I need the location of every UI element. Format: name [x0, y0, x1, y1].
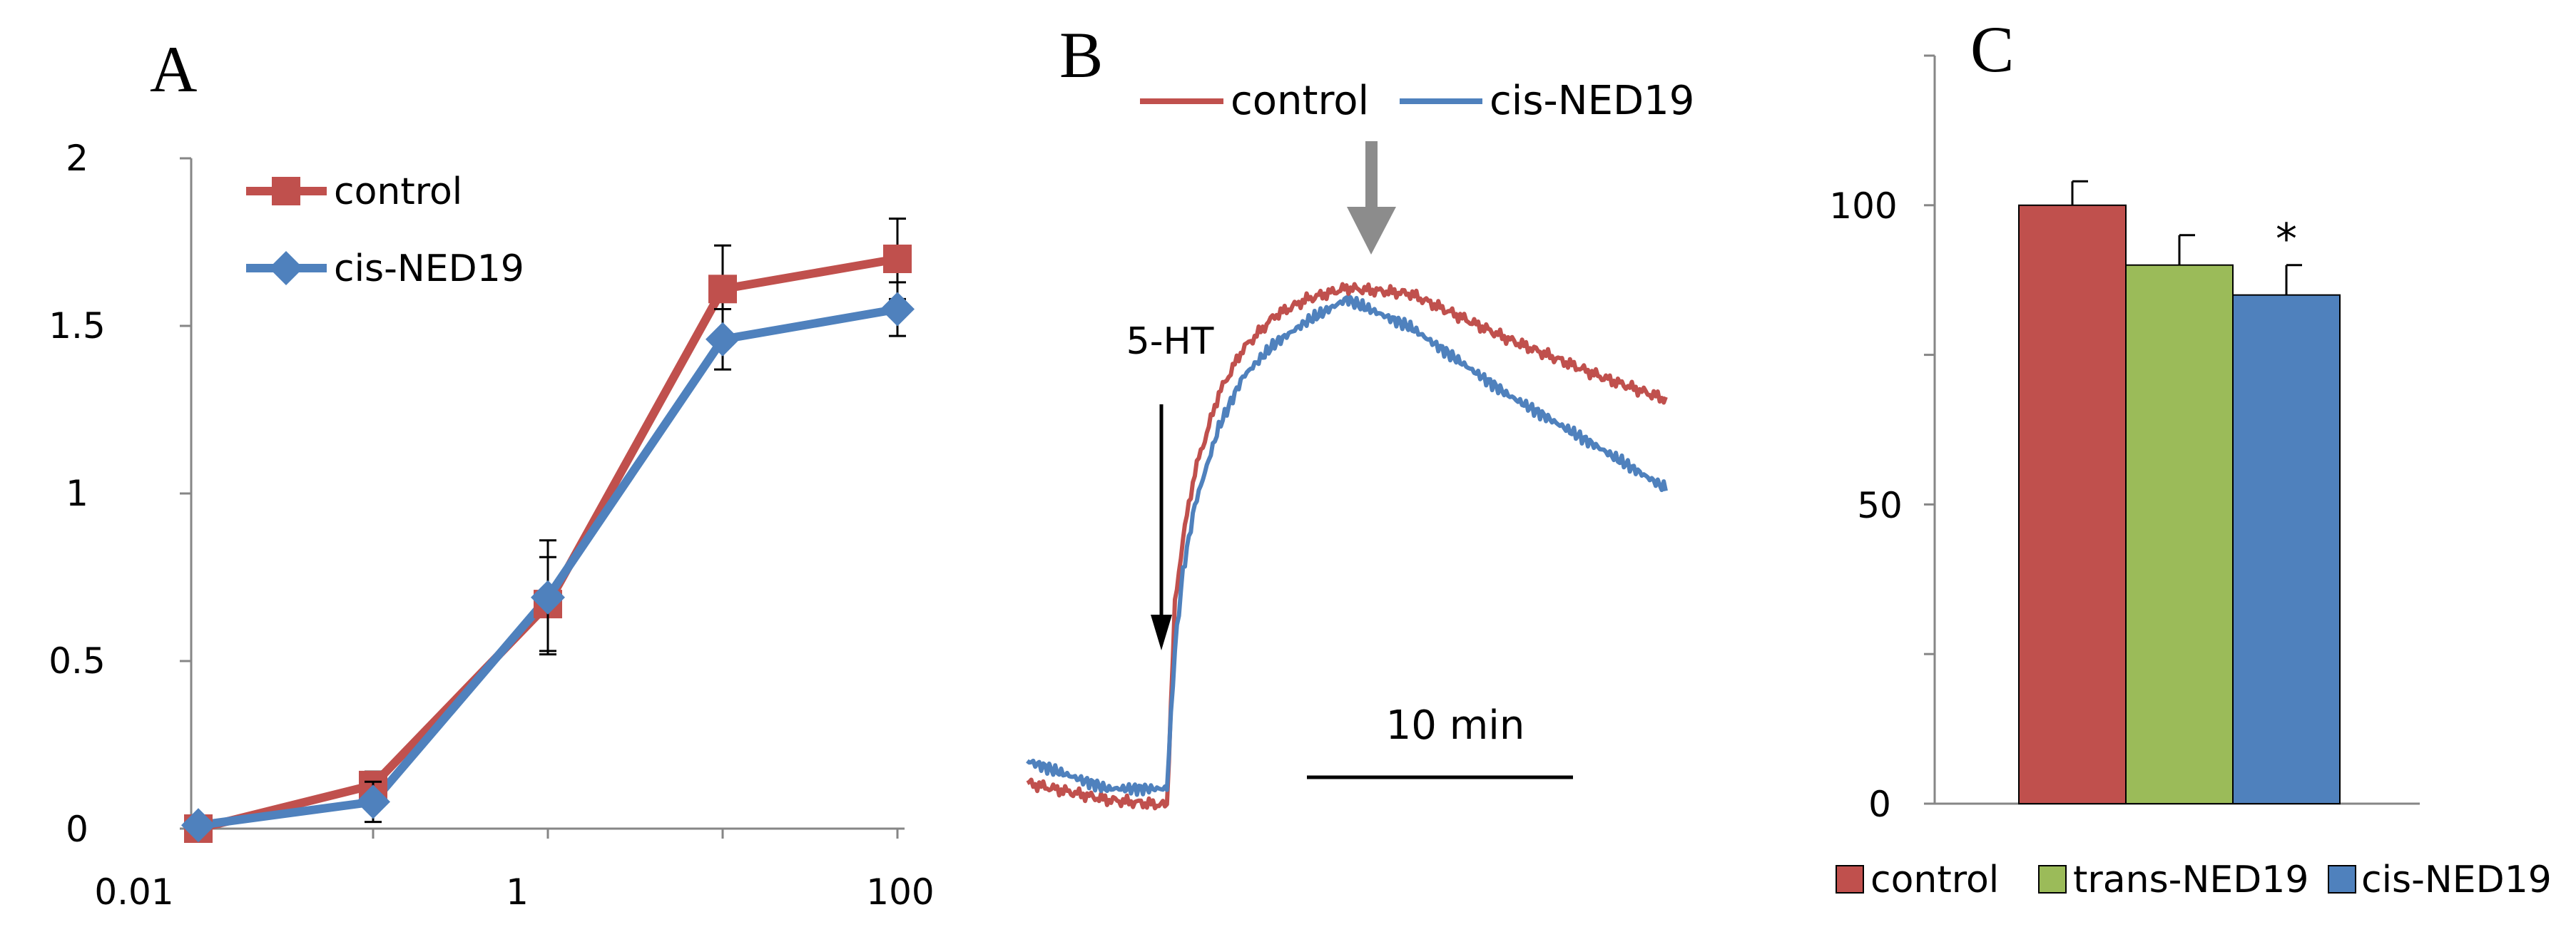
peak-arrow-shaft: [1365, 141, 1378, 218]
panel-a-x-tick-label: 100: [866, 871, 934, 913]
panel-b-trace-cis: [1026, 295, 1668, 797]
peak-arrow-head: [1347, 207, 1396, 255]
stimulus-arrow-head: [1151, 615, 1172, 650]
legend-a-label-cis: cis-NED19: [334, 247, 524, 290]
legend-c-label-trans: trans-NED19: [2073, 859, 2308, 901]
panel-a-y-tick-label: 1.5: [49, 305, 106, 347]
panel-c-y-tick-label: 50: [1857, 485, 1903, 526]
panel-a: A 0 0.5 1 1.5 2 0.01 1 100 control cis-N…: [49, 33, 934, 913]
scale-bar-label: 10 min: [1386, 702, 1525, 749]
panel-a-series: [181, 217, 915, 843]
panel-a-point-cis: [181, 808, 215, 843]
panel-c-y-tick-label: 100: [1829, 185, 1897, 227]
panel-c-bar-cis: [2232, 294, 2341, 804]
panel-c-bar-trans: [2125, 264, 2234, 805]
panel-a-y-tick-label: 0.5: [49, 640, 106, 682]
panel-c: C 0 50 100 * control trans-NED19 cis-NED…: [1829, 13, 2552, 901]
panel-a-ticks: [180, 157, 899, 839]
panel-a-point-control: [883, 245, 912, 273]
panel-c-title: C: [1970, 13, 2014, 86]
legend-a-label-control: control: [334, 170, 462, 213]
legend-a-marker-control: [272, 177, 300, 205]
panel-c-bar-control: [2018, 204, 2127, 804]
panel-b: B control cis-NED19 5-HT 10 min: [1026, 19, 1694, 811]
legend-c-label-control: control: [1870, 859, 1999, 901]
panel-a-point-cis: [356, 784, 390, 819]
panel-a-x-tick-label: 1: [506, 871, 529, 913]
panel-a-point-cis: [880, 292, 915, 327]
panel-a-y-tick-label: 0: [66, 809, 88, 850]
panel-c-bars: *: [2018, 180, 2341, 805]
legend-c-label-cis: cis-NED19: [2361, 859, 2552, 901]
panel-a-point-cis: [706, 322, 740, 357]
stimulus-label: 5-HT: [1126, 320, 1214, 363]
panel-a-y-tick-label: 2: [66, 138, 88, 179]
panel-b-title: B: [1059, 19, 1103, 91]
legend-b-label-cis: cis-NED19: [1490, 78, 1694, 124]
panel-c-significance-marker: *: [2276, 215, 2297, 265]
panel-a-point-cis: [531, 580, 565, 615]
legend-c-swatch-cis: [2328, 865, 2356, 894]
panel-a-x-tick-label: 0.01: [94, 871, 173, 913]
panel-b-trace-control: [1026, 282, 1668, 811]
panel-a-y-tick-label: 1: [66, 473, 88, 514]
legend-c-swatch-control: [1836, 865, 1864, 894]
panel-c-ticks: [1924, 54, 1935, 805]
panel-b-traces: [1026, 282, 1668, 811]
legend-a-marker-cis: [269, 251, 303, 285]
legend-c-swatch-trans: [2038, 865, 2067, 894]
legend-b-label-control: control: [1231, 78, 1369, 124]
panel-a-point-control: [708, 275, 737, 304]
panel-c-y-tick-label: 0: [1868, 784, 1891, 825]
panel-a-title: A: [150, 33, 197, 106]
